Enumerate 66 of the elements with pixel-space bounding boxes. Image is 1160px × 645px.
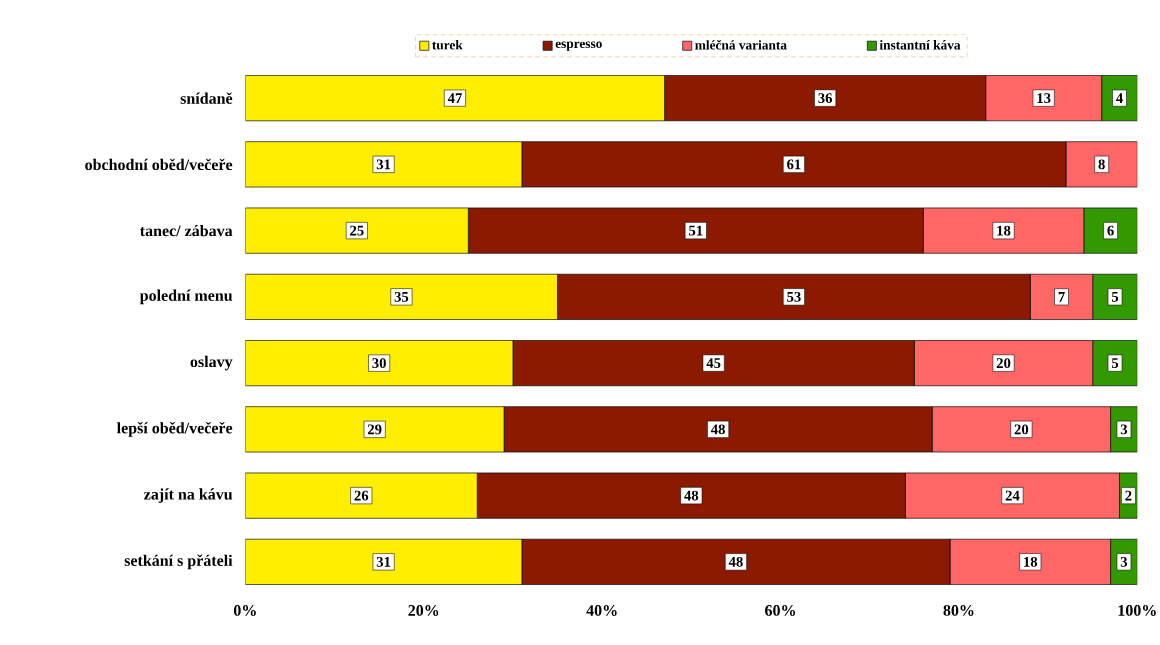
bar [245, 141, 523, 188]
data-label: 4 [1116, 93, 1123, 103]
data-label: 61 [787, 159, 801, 170]
data-label: 6 [1107, 225, 1114, 236]
data-label: 35 [394, 291, 409, 302]
y-tick-label: polední menu [139, 289, 233, 305]
y-tick-label: tanec/ zábava [140, 224, 233, 237]
data-label: 5 [1111, 358, 1119, 368]
data-label: 7 [1058, 292, 1065, 302]
bar [922, 207, 1085, 254]
data-label: 48 [684, 490, 699, 501]
x-tick-label: 80% [943, 605, 974, 616]
data-label: 3 [1120, 424, 1128, 435]
bar [905, 472, 1120, 519]
bar [985, 75, 1102, 122]
data-label: 31 [376, 159, 391, 170]
y-tick-label: obchodní oběd/večeře [85, 158, 233, 171]
x-tick-label: 0% [233, 605, 256, 616]
data-label: 30 [372, 358, 386, 369]
data-label: 18 [997, 225, 1011, 236]
bar [931, 406, 1111, 453]
legend-label: espresso [555, 41, 602, 51]
y-tick-label: lepší oběd/večeře [116, 422, 233, 437]
data-label: 20 [1014, 424, 1029, 435]
bar [1029, 273, 1094, 320]
data-label: 36 [818, 93, 833, 104]
data-label: 47 [447, 93, 462, 103]
data-label: 20 [996, 358, 1011, 369]
legend-label: turek [432, 40, 463, 50]
data-label: 18 [1024, 556, 1038, 567]
x-tick-label: 100% [1118, 605, 1156, 616]
data-label: 8 [1098, 159, 1105, 170]
legend-label: mléčná varianta [695, 40, 787, 50]
legend-label: instantní káva [879, 40, 961, 50]
data-label: 5 [1111, 291, 1119, 302]
bar [949, 538, 1111, 585]
bar [245, 207, 469, 254]
y-tick-label: oslavy [190, 355, 233, 371]
data-label: 13 [1037, 93, 1051, 104]
bar [1065, 141, 1138, 188]
data-label: 48 [728, 556, 743, 567]
data-label: 26 [354, 490, 369, 501]
data-label: 48 [710, 424, 725, 435]
y-tick-label: zajít na kávu [144, 488, 233, 503]
data-label: 53 [787, 291, 801, 302]
y-tick-label: setkání s přáteli [124, 554, 233, 570]
data-label: 24 [1005, 490, 1020, 501]
x-tick-label: 40% [586, 605, 617, 616]
data-label: 29 [367, 424, 382, 435]
data-label: 2 [1125, 490, 1132, 501]
bar [245, 538, 523, 585]
data-label: 31 [376, 556, 391, 567]
bar [245, 75, 665, 122]
bar [914, 340, 1094, 387]
bar [1083, 207, 1138, 254]
bar [245, 340, 514, 387]
data-label: 3 [1120, 556, 1128, 567]
bar [245, 472, 478, 519]
data-label: 51 [689, 225, 703, 236]
y-tick-label: snídaně [180, 92, 233, 104]
x-tick-label: 20% [408, 605, 439, 616]
data-label: 45 [706, 358, 721, 369]
bar [245, 273, 558, 320]
data-label: 25 [350, 225, 364, 236]
x-tick-label: 60% [765, 605, 796, 616]
bar [245, 406, 505, 453]
